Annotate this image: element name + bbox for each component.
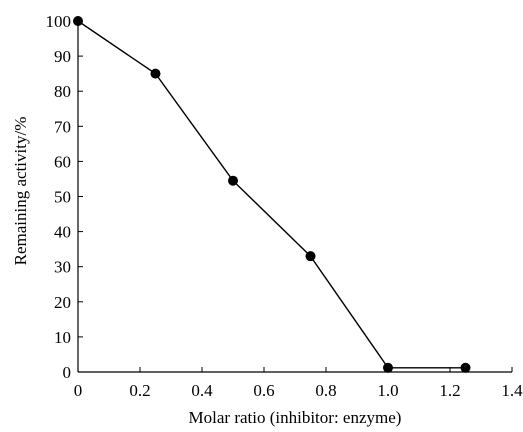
- y-tick-label: 80: [54, 82, 71, 101]
- series-line: [77, 20, 466, 369]
- y-tick-label: 70: [54, 117, 71, 136]
- data-point: [305, 251, 316, 262]
- y-tick-label: 90: [54, 47, 71, 66]
- y-tick-label: 0: [63, 363, 72, 382]
- x-axis-label: Molar ratio (inhibitor: enzyme): [189, 408, 402, 427]
- x-tick-label: 0.8: [315, 381, 336, 400]
- data-point: [150, 68, 161, 79]
- series: [73, 16, 471, 373]
- y-tick-label: 10: [54, 328, 71, 347]
- y-tick-label: 20: [54, 293, 71, 312]
- y-tick-label: 50: [54, 188, 71, 207]
- x-tick-label: 1.4: [501, 381, 523, 400]
- ticks: 0 10 20 30 40 50 60 70 80 90 100 0 0.2 0.4 0.6 0.8 1.0 1.…: [46, 12, 523, 400]
- x-tick-label: 0: [74, 381, 83, 400]
- y-tick-label: 100: [46, 12, 72, 31]
- x-tick-label: 0.4: [191, 381, 213, 400]
- data-point: [73, 16, 83, 26]
- y-tick-label: 60: [54, 152, 71, 171]
- x-tick-label: 0.6: [253, 381, 274, 400]
- x-tick-label: 1.2: [439, 381, 460, 400]
- y-tick-label: 30: [54, 258, 71, 277]
- y-tick-label: 40: [54, 223, 71, 242]
- x-tick-label: 1.0: [377, 381, 398, 400]
- y-axis-label: Remaining activity/%: [11, 117, 30, 266]
- data-point: [383, 362, 393, 373]
- axes: [77, 21, 512, 373]
- data-point: [228, 175, 238, 186]
- data-point: [460, 362, 471, 373]
- x-tick-label: 0.2: [129, 381, 150, 400]
